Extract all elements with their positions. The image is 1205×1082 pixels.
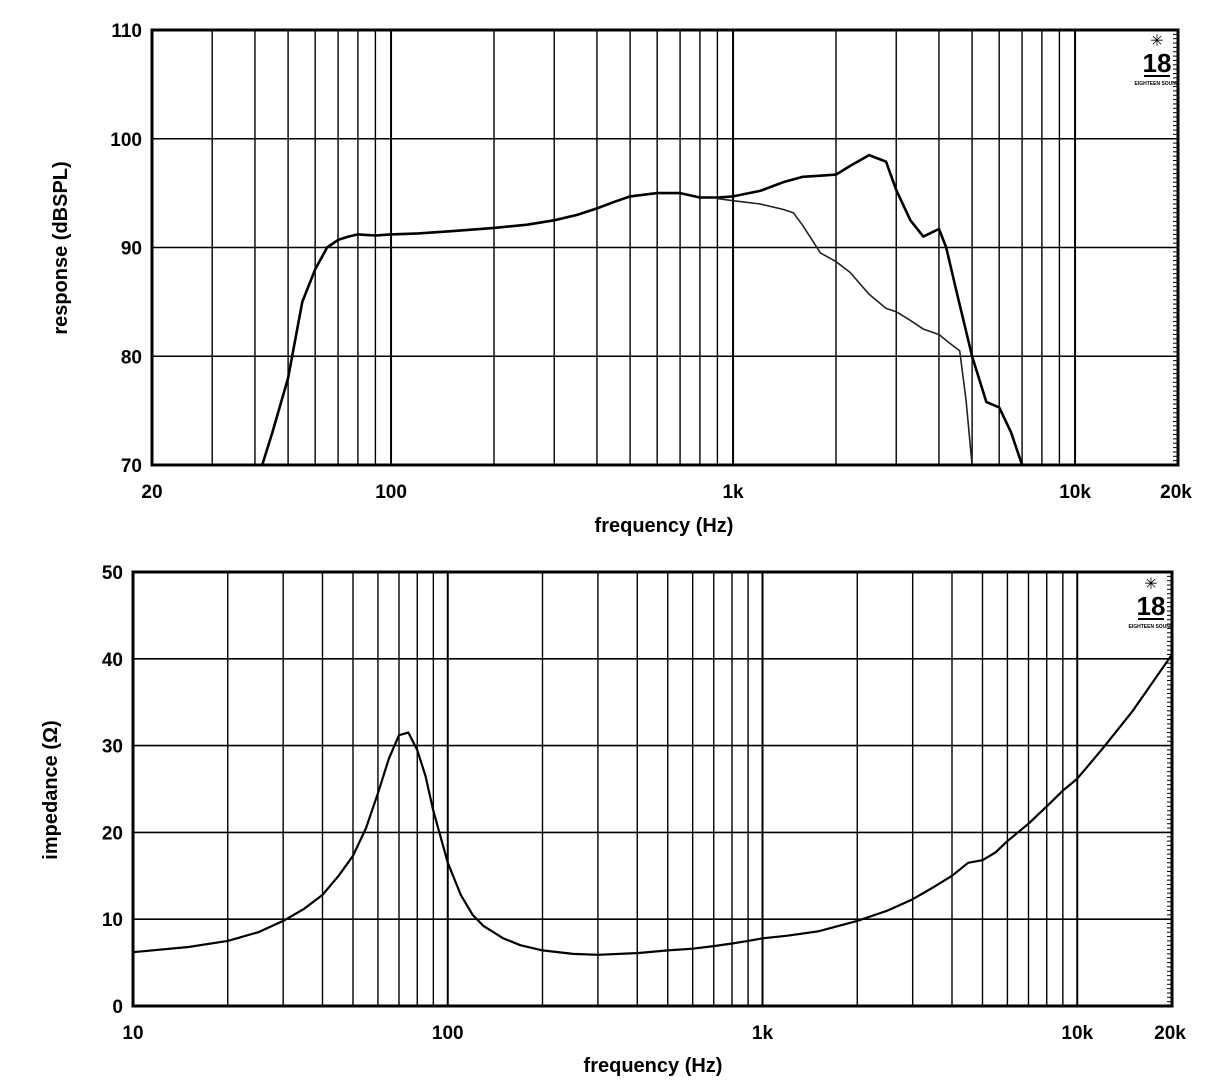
x-tick-label: 1k (752, 1023, 774, 1044)
y-tick-label: 30 (102, 737, 123, 758)
x-tick-label: 20 (141, 482, 162, 503)
response-y-ticks: 70 80 90 100 110 (110, 21, 142, 477)
series-line-1 (131, 653, 1174, 956)
brand-number: 18 (1143, 48, 1172, 78)
response-y-axis-label: response (dBSPL) (50, 161, 72, 334)
brand-logo: ✳ 18 EIGHTEEN SOUND (1134, 31, 1179, 87)
response-x-axis-label: frequency (Hz) (595, 515, 734, 537)
y-tick-label: 40 (102, 650, 123, 671)
y-tick-label: 90 (121, 239, 142, 260)
y-tick-label: 0 (112, 997, 123, 1018)
y-tick-label: 70 (121, 456, 142, 477)
x-tick-label: 10 (122, 1023, 143, 1044)
x-tick-label: 1k (722, 482, 744, 503)
x-tick-label: 10k (1059, 482, 1091, 503)
impedance-y-axis-label: impedance (Ω) (40, 720, 62, 859)
impedance-y-ticks: 0 10 20 30 40 50 (102, 563, 123, 1018)
impedance-series (131, 653, 1174, 956)
series-line-2 (716, 197, 973, 466)
brand-underline (1138, 618, 1164, 620)
brand-text: EIGHTEEN SOUND (1128, 624, 1173, 630)
brand-star-icon: ✳ (1144, 574, 1157, 593)
y-tick-label: 110 (111, 21, 142, 42)
brand-text: EIGHTEEN SOUND (1134, 81, 1179, 87)
y-tick-label: 20 (102, 823, 123, 844)
y-tick-label: 100 (110, 130, 142, 151)
impedance-frame (131, 570, 1174, 1008)
response-chart: 70 80 90 100 110 20 100 1k 10k 20k frequency (Hz… (50, 21, 1192, 537)
impedance-chart: 0 10 20 30 40 50 10 100 1k 10k 20k frequency (Hz)… (40, 563, 1186, 1077)
x-tick-label: 100 (375, 482, 407, 503)
y-tick-label: 50 (102, 563, 123, 584)
x-tick-label: 20k (1154, 1023, 1186, 1044)
brand-underline (1144, 75, 1170, 77)
y-tick-label: 10 (102, 910, 123, 931)
impedance-grid (133, 572, 1172, 1006)
response-series (260, 153, 1024, 467)
x-tick-label: 100 (432, 1023, 464, 1044)
response-frame (150, 28, 1180, 467)
brand-star-icon: ✳ (1150, 31, 1163, 50)
impedance-x-axis-label: frequency (Hz) (584, 1055, 723, 1077)
x-tick-label: 10k (1061, 1023, 1093, 1044)
impedance-x-ticks: 10 100 1k 10k 20k (122, 1023, 1186, 1044)
response-x-ticks: 20 100 1k 10k 20k (141, 482, 1192, 503)
brand-number: 18 (1137, 591, 1166, 621)
response-grid (152, 30, 1178, 465)
brand-logo: ✳ 18 EIGHTEEN SOUND (1128, 574, 1173, 630)
x-tick-label: 20k (1160, 482, 1192, 503)
y-tick-label: 80 (121, 347, 142, 368)
series-line-1 (260, 153, 1024, 467)
